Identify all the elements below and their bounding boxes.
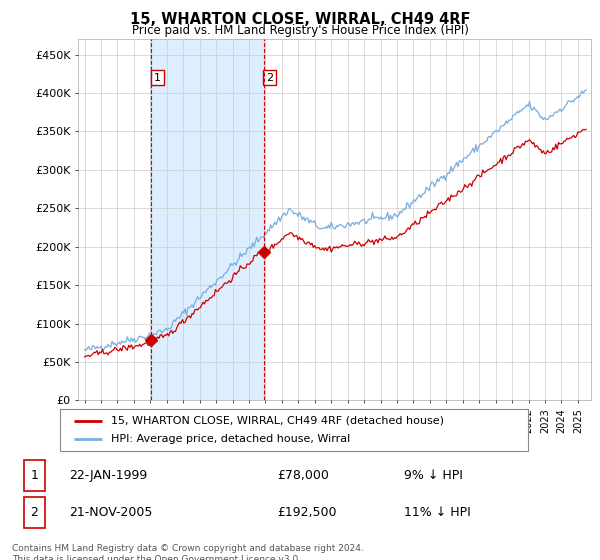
- Text: Contains HM Land Registry data © Crown copyright and database right 2024.
This d: Contains HM Land Registry data © Crown c…: [12, 544, 364, 560]
- Bar: [151, 39, 264, 400]
- Text: HPI: Average price, detached house, Wirral: HPI: Average price, detached house, Wirr…: [112, 435, 351, 445]
- Text: 11% ↓ HPI: 11% ↓ HPI: [404, 506, 470, 519]
- Text: £78,000: £78,000: [277, 469, 329, 482]
- Text: 1: 1: [154, 73, 161, 83]
- Text: 1: 1: [31, 469, 38, 482]
- Text: £192,500: £192,500: [277, 506, 337, 519]
- Bar: [23, 460, 46, 491]
- Text: 21-NOV-2005: 21-NOV-2005: [70, 506, 153, 519]
- Text: 15, WHARTON CLOSE, WIRRAL, CH49 4RF (detached house): 15, WHARTON CLOSE, WIRRAL, CH49 4RF (det…: [112, 416, 445, 426]
- Text: 15, WHARTON CLOSE, WIRRAL, CH49 4RF: 15, WHARTON CLOSE, WIRRAL, CH49 4RF: [130, 12, 470, 27]
- Text: 22-JAN-1999: 22-JAN-1999: [70, 469, 148, 482]
- Text: 2: 2: [266, 73, 274, 83]
- Text: 9% ↓ HPI: 9% ↓ HPI: [404, 469, 463, 482]
- Text: Price paid vs. HM Land Registry's House Price Index (HPI): Price paid vs. HM Land Registry's House …: [131, 24, 469, 37]
- Bar: [23, 497, 46, 528]
- Text: 2: 2: [31, 506, 38, 519]
